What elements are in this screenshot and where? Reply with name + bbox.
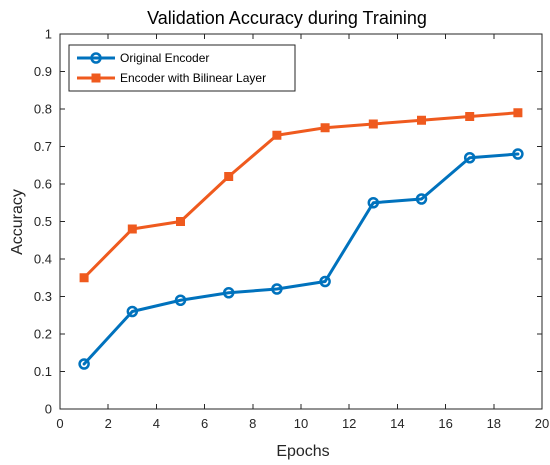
series-1-point: [512, 148, 524, 160]
series-1-point: [126, 305, 139, 318]
series-layer: [78, 108, 524, 370]
x-tick-label: 0: [56, 416, 63, 431]
series-2-point: [417, 115, 426, 125]
series-2-point: [224, 172, 234, 181]
y-tick-label: 1: [45, 27, 52, 42]
series-2-line: [82, 111, 520, 280]
x-tick-label: 12: [342, 416, 356, 431]
legend-item-1: Original Encoder: [77, 51, 209, 65]
series-1-point: [174, 294, 187, 306]
series-1-line: [82, 152, 520, 366]
series-1-point: [78, 358, 90, 370]
chart-title: Validation Accuracy during Training: [147, 8, 427, 28]
series-2-point: [320, 123, 330, 133]
y-tick-label: 0: [45, 402, 52, 417]
y-tick-label: 0.6: [34, 177, 52, 192]
y-tick-label: 0.7: [34, 139, 52, 154]
plot-background: [60, 34, 542, 409]
series-1-point: [367, 197, 380, 209]
series-2-point: [176, 217, 185, 226]
legend-marker: [90, 52, 102, 64]
legend-box: [68, 44, 296, 92]
series-2-point: [272, 130, 282, 140]
x-axis-title: Epochs: [276, 443, 329, 460]
legend-marker: [91, 73, 101, 83]
y-tick-label: 0.2: [34, 327, 52, 342]
series-2: [79, 108, 523, 283]
x-tick-label: 20: [535, 416, 549, 431]
y-axis-title: Accuracy: [9, 189, 26, 255]
plot-area: [60, 34, 542, 409]
series-1-point: [415, 193, 428, 205]
axes: 0 2 4 6 8 10 12 14 16 18 20 0 0.1 0.2 0.3 0.4 0.5 0.6 0.7 0…: [34, 27, 549, 432]
x-tick-label: 14: [390, 416, 404, 431]
legend-label: Original Encoder: [120, 51, 209, 65]
legend-item-2: Encoder with Bilinear Layer: [77, 71, 266, 85]
y-tick-label: 0.5: [34, 214, 52, 229]
series-2-point: [79, 273, 89, 283]
series-2-point: [127, 224, 137, 234]
series-1-point: [319, 275, 331, 288]
x-tick-label: 18: [487, 416, 501, 431]
series-2-point: [368, 119, 378, 129]
series-2-point: [513, 108, 523, 118]
series-1: [78, 148, 524, 370]
series-1-point: [222, 287, 235, 299]
y-tick-label: 0.4: [34, 252, 52, 267]
series-1-point: [271, 283, 283, 295]
x-tick-label: 2: [105, 416, 112, 431]
y-tick-label: 0.9: [34, 64, 52, 79]
x-tick-label: 4: [153, 416, 160, 431]
legend-label: Encoder with Bilinear Layer: [120, 71, 266, 85]
x-tick-label: 16: [438, 416, 452, 431]
x-tick-label: 10: [294, 416, 308, 431]
y-tick-label: 0.1: [34, 364, 52, 379]
y-tick-label: 0.8: [34, 102, 52, 117]
series-2-point: [465, 112, 475, 121]
y-tick-label: 0.3: [34, 289, 52, 304]
series-1-point: [463, 152, 476, 164]
legend: Original Encoder Encoder with Bilinear La…: [68, 44, 296, 92]
x-tick-label: 8: [249, 416, 256, 431]
x-tick-label: 6: [201, 416, 208, 431]
